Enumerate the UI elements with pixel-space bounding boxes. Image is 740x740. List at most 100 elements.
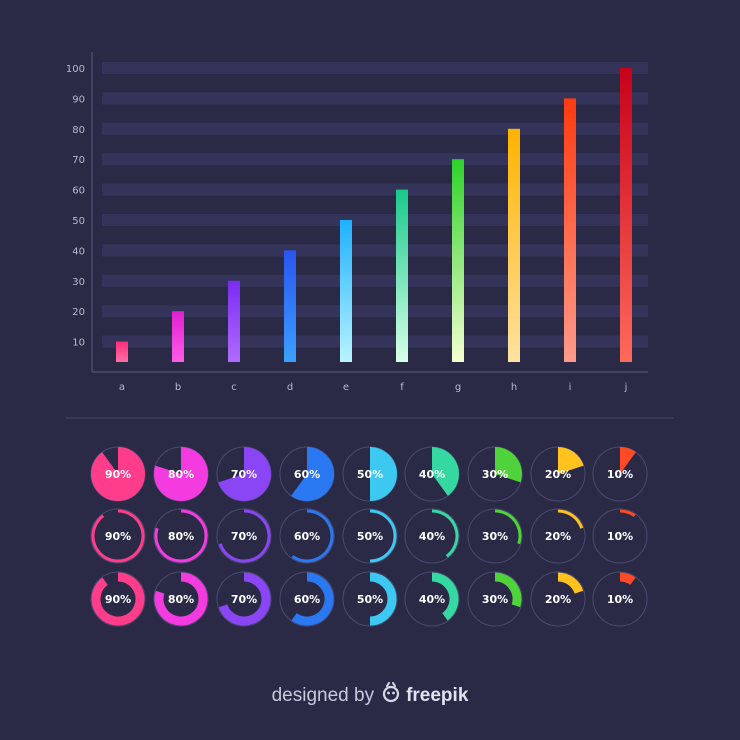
y-tick-label: 30: [72, 277, 85, 288]
x-tick-label: d: [287, 382, 293, 393]
indicator-label: 20%: [545, 530, 571, 543]
y-tick-label: 100: [66, 64, 85, 75]
thick-ring-indicator-40: 40%: [404, 571, 460, 627]
bar-f: [396, 189, 408, 362]
indicator-label: 20%: [545, 468, 571, 481]
grid-band: [102, 92, 648, 105]
bar-g: [452, 159, 464, 362]
ring-arc: [91, 509, 145, 563]
thick-ring-indicator-60: 60%: [279, 571, 335, 627]
indicator-label: 90%: [105, 593, 131, 606]
credit-brand: freepik: [406, 685, 469, 706]
pie-slice: [558, 447, 584, 474]
ring-arc: [369, 572, 397, 626]
indicator-outline: [467, 508, 523, 564]
ring-arc: [154, 572, 208, 626]
y-tick-label: 60: [72, 186, 85, 197]
credit-prefix: designed by: [271, 685, 375, 706]
pie-indicator-20: 20%: [530, 446, 586, 502]
ring-arc: [431, 572, 459, 621]
indicator-outline: [530, 571, 586, 627]
grid-bands: [102, 62, 648, 348]
indicator-outline: [90, 508, 146, 564]
pie-indicator-40: 40%: [404, 446, 460, 502]
indicator-label: 50%: [357, 530, 383, 543]
pie-indicator-30: 30%: [467, 446, 523, 502]
ring-arc: [619, 572, 636, 586]
indicator-label: 70%: [231, 593, 257, 606]
x-tick-label: c: [231, 382, 237, 393]
indicator-outline: [216, 508, 272, 564]
bar-b: [172, 311, 184, 362]
pie-slice: [432, 447, 460, 496]
y-tick-label: 70: [72, 155, 85, 166]
bar-d: [284, 250, 296, 362]
bar-a: [116, 341, 128, 362]
x-tick-label: i: [569, 382, 572, 393]
indicator-label: 50%: [357, 593, 383, 606]
thin-ring-indicator-10: 10%: [592, 508, 648, 564]
x-tick-label: e: [343, 382, 349, 393]
indicator-outline: [153, 571, 209, 627]
x-tick-label: f: [400, 382, 404, 393]
indicator-outline: [342, 571, 398, 627]
bars: [116, 68, 632, 363]
indicator-label: 10%: [607, 530, 633, 543]
indicator-label: 90%: [105, 530, 131, 543]
thick-ring-indicator-70: 70%: [216, 571, 272, 627]
thin-ring-indicator-80: 80%: [153, 508, 209, 564]
indicator-label: 10%: [607, 468, 633, 481]
indicator-label: 30%: [482, 593, 508, 606]
x-tick-labels: a b c d e f g h i j: [119, 382, 627, 393]
pie-indicator-80: 80%: [153, 446, 209, 502]
bar-i: [564, 98, 576, 363]
pie-slice: [218, 447, 271, 501]
bar-j: [620, 68, 632, 362]
indicator-label: 20%: [545, 593, 571, 606]
indicator-label: 60%: [294, 593, 320, 606]
indicator-label: 70%: [231, 530, 257, 543]
bar-h: [508, 128, 520, 362]
thin-ring-indicator-60: 60%: [279, 508, 335, 564]
thin-ring-indicator-90: 90%: [90, 508, 146, 564]
grid-band: [102, 62, 648, 74]
bar-chart: 10 20 30 40 50 60 70 80 90 100 a b c d e f g h i j: [66, 52, 648, 393]
thick-ring-indicator-30: 30%: [467, 571, 523, 627]
indicator-label: 90%: [105, 468, 131, 481]
y-tick-label: 50: [72, 216, 85, 227]
y-tick-label: 80: [72, 125, 85, 136]
indicator-label: 80%: [168, 530, 194, 543]
pie-indicator-70: 70%: [216, 446, 272, 502]
bar-e: [340, 220, 352, 362]
ring-arc: [91, 572, 145, 626]
y-tick-label: 90: [72, 94, 85, 105]
indicator-label: 50%: [357, 468, 383, 481]
y-tick-label: 10: [72, 338, 85, 349]
indicator-label: 40%: [419, 530, 445, 543]
x-tick-label: g: [455, 382, 461, 393]
ring-arc: [557, 572, 584, 594]
indicator-outline: [342, 508, 398, 564]
pie-slice: [370, 447, 397, 501]
pie-indicator-50: 50%: [342, 446, 398, 502]
pie-slice: [620, 447, 636, 474]
thin-ring-indicator-20: 20%: [530, 508, 586, 564]
ring-arc: [218, 572, 271, 626]
percentage-indicators: 90% 80% 70% 60% 50% 40% 30% 20% 10% 90% 80% 70% 60% 5…: [90, 446, 648, 627]
thick-ring-indicator-80: 80%: [153, 571, 209, 627]
indicator-label: 60%: [294, 530, 320, 543]
ring-arc: [291, 509, 334, 563]
pie-slice: [154, 447, 208, 501]
thin-ring-indicator-30: 30%: [467, 508, 523, 564]
ring-arc: [494, 572, 522, 608]
indicator-outline: [153, 508, 209, 564]
x-tick-label: j: [624, 382, 628, 393]
indicator-label: 30%: [482, 530, 508, 543]
pie-indicator-90: 90%: [90, 446, 146, 502]
indicator-outline: [404, 571, 460, 627]
thin-ring-indicator-70: 70%: [216, 508, 272, 564]
indicator-outline: [279, 508, 335, 564]
thick-ring-indicator-10: 10%: [592, 571, 648, 627]
ring-arc: [494, 509, 522, 545]
indicator-label: 70%: [231, 468, 257, 481]
